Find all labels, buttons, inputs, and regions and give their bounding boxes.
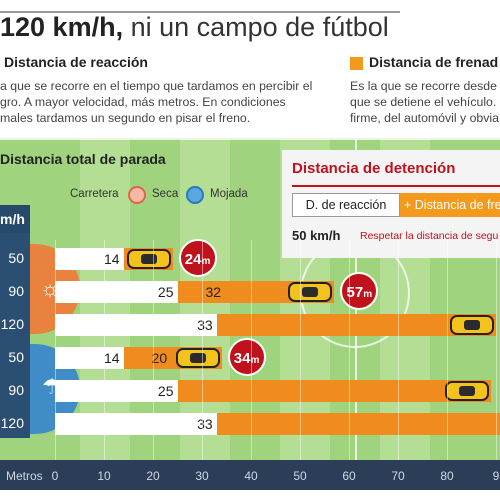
reaction-body: a que se recorre en el tiempo que tardam… — [0, 78, 330, 126]
braking-line: firme, del automóvil y obvia — [350, 111, 499, 125]
detention-rule — [292, 185, 500, 187]
headline-rest: ni un campo de fútbol — [123, 12, 389, 42]
reaction-line: males tardamos un segundo en pisar el fr… — [0, 111, 251, 125]
reaction-title: Distancia de reacción — [4, 54, 148, 70]
headline-bold: 120 km/h, — [0, 12, 124, 42]
reaction-line: a que se recorre en el tiempo que tardam… — [0, 79, 313, 93]
braking-value: 20 — [151, 350, 168, 366]
reaction-bar — [55, 380, 178, 402]
speed-label: 50 — [8, 250, 24, 266]
speed-header-text: m/h — [0, 211, 25, 227]
gridline — [153, 240, 154, 460]
braking-bar — [216, 413, 500, 435]
x-tick-label: 9 — [492, 469, 500, 483]
legend-dry-label: Seca — [152, 188, 179, 200]
reaction-value: 14 — [104, 251, 120, 267]
x-tick-label: 70 — [391, 469, 405, 483]
detention-speed: 50 km/h — [292, 228, 341, 243]
reaction-value: 25 — [157, 284, 174, 300]
total-distance-badge: 57m — [340, 272, 379, 310]
total-distance-title: Distancia total de parada — [0, 151, 166, 167]
total-distance-value: 24 — [184, 251, 202, 268]
speed-label: 90 — [8, 283, 24, 299]
car-icon — [126, 249, 171, 269]
gridline — [251, 240, 252, 460]
x-tick-label: 20 — [146, 469, 160, 483]
detention-note: Respetar la distancia de segu — [360, 230, 499, 242]
total-distance-badge: 34m — [227, 338, 266, 376]
reaction-bar — [55, 281, 178, 303]
speed-label: 90 — [8, 382, 24, 398]
gridline — [202, 240, 203, 460]
gridline — [349, 240, 350, 460]
legend-road-label: Carretera — [70, 188, 119, 200]
car-icon — [175, 348, 220, 368]
x-tick-label: 60 — [342, 469, 356, 483]
legend-wet-label: Mojada — [210, 188, 248, 200]
reaction-bar — [55, 314, 217, 336]
car-icon — [450, 315, 494, 335]
gridline — [496, 240, 497, 460]
braking-line: que se detiene el vehículo. I — [350, 95, 500, 109]
reaction-bar — [55, 413, 217, 435]
sun-icon — [128, 186, 146, 204]
braking-body: Es la que se recorre desde q que se deti… — [350, 78, 500, 126]
braking-bar — [216, 314, 496, 336]
gridline — [447, 240, 448, 460]
umbrella-icon — [186, 186, 204, 204]
reaction-value: 25 — [157, 383, 174, 399]
x-tick-label: 80 — [440, 469, 454, 483]
x-axis — [0, 460, 500, 490]
speed-label: 120 — [0, 415, 24, 431]
speed-column — [0, 205, 30, 438]
total-distance-value: 57 — [346, 284, 364, 301]
headline-rule — [0, 11, 400, 13]
braking-line: Es la que se recorre desde q — [350, 79, 500, 93]
reaction-value: 33 — [197, 416, 213, 432]
braking-title: Distancia de frenad — [369, 54, 499, 70]
total-distance-badge: 24m — [178, 239, 217, 277]
total-distance-unit: m — [201, 256, 211, 267]
x-tick-label: 50 — [293, 469, 307, 483]
x-tick-label: 30 — [195, 469, 209, 483]
reaction-line: gro. A mayor velocidad, más metros. En c… — [0, 95, 286, 109]
reaction-bar — [55, 248, 124, 270]
total-distance-value: 34 — [233, 350, 251, 367]
reaction-value: 14 — [104, 350, 120, 366]
detention-braking-chip: + Distancia de fre — [400, 193, 500, 217]
total-distance-unit: m — [250, 355, 260, 366]
x-tick-label: 0 — [51, 469, 59, 483]
x-tick-label: 40 — [244, 469, 258, 483]
braking-swatch — [350, 57, 363, 70]
gridline — [55, 240, 56, 460]
detention-title: Distancia de detención — [292, 160, 456, 177]
car-icon — [445, 381, 490, 401]
gridline — [398, 240, 399, 460]
car-icon — [288, 282, 333, 302]
detention-reaction-chip: D. de reacción — [292, 193, 400, 217]
x-axis-label: Metros — [6, 469, 43, 483]
headline: 120 km/h, ni un campo de fútbol — [0, 12, 500, 50]
total-distance-unit: m — [363, 289, 373, 300]
braking-value: 32 — [205, 284, 222, 300]
gridline — [104, 240, 105, 460]
x-tick-label: 10 — [97, 469, 111, 483]
speed-column-header: m/h — [0, 205, 30, 233]
speed-label: 120 — [0, 316, 24, 332]
reaction-value: 33 — [197, 317, 213, 333]
gridline — [300, 240, 301, 460]
speed-label: 50 — [8, 349, 24, 365]
braking-bar — [177, 380, 492, 402]
reaction-bar — [55, 347, 124, 369]
